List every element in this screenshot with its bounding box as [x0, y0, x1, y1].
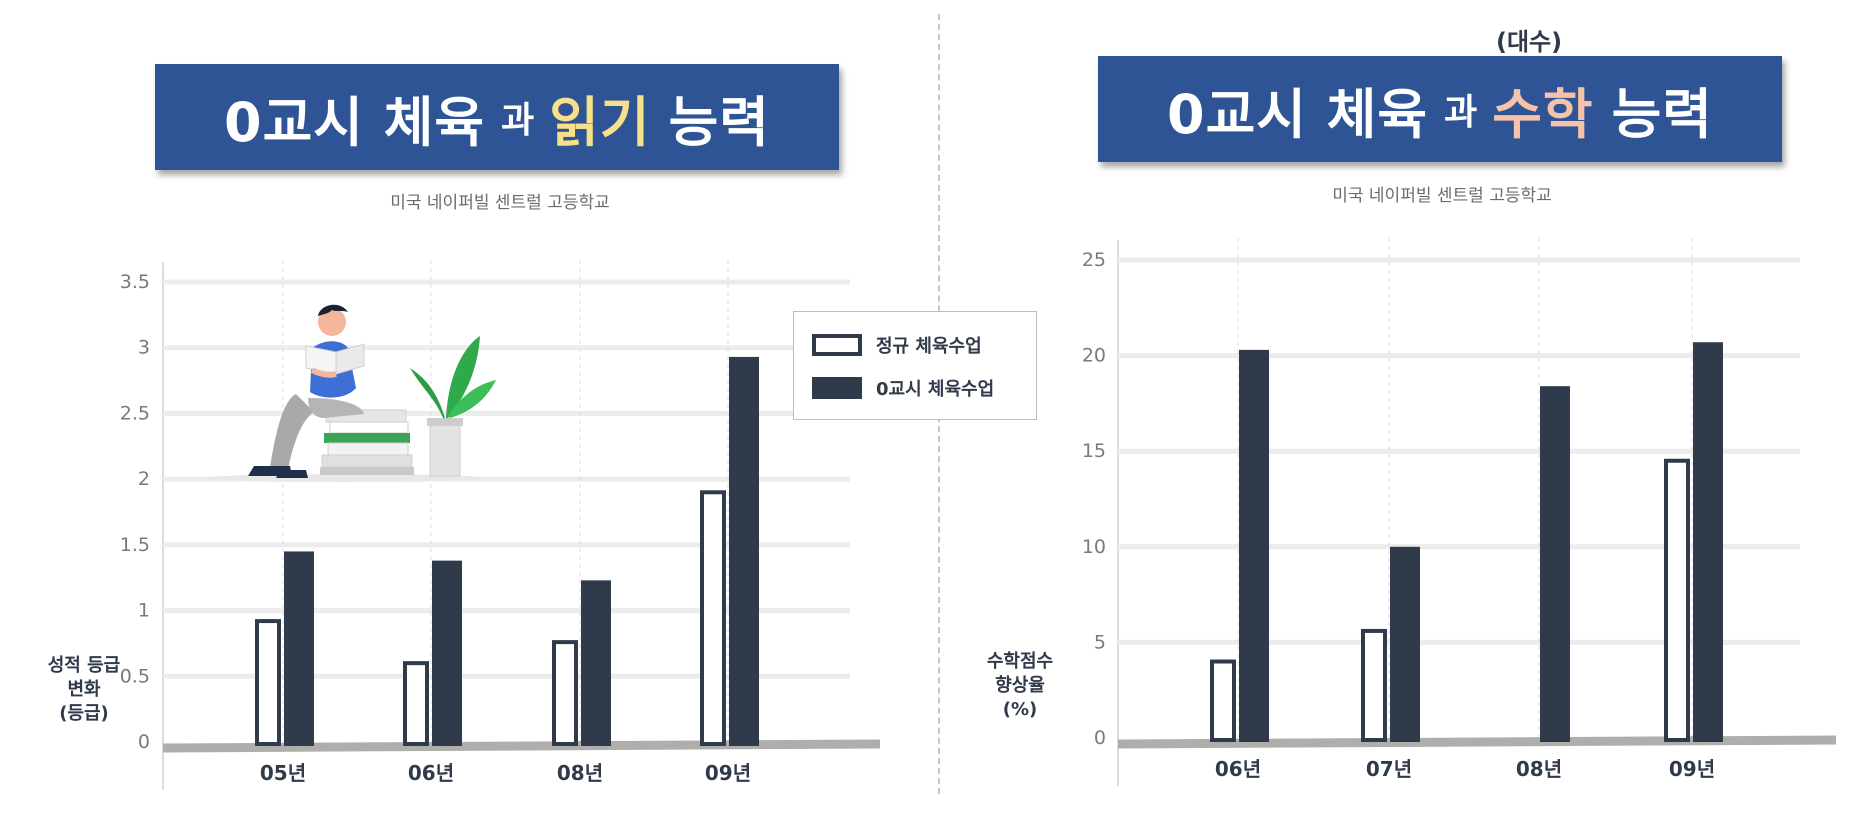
- chart0-x-tick-label: 06년: [408, 761, 454, 785]
- legend: 정규 체육수업 0교시 체육수업: [793, 311, 1037, 420]
- left-title-part1: 0교시 체육: [224, 90, 486, 154]
- left-title-small: 과: [501, 100, 536, 141]
- right-title-part1: 0교시 체육: [1167, 82, 1429, 146]
- chart1-y-tick-label: 0: [1094, 727, 1106, 749]
- chart0-y-tick-label: 2.5: [120, 402, 150, 424]
- chart1-bar-regular: [1210, 659, 1236, 743]
- left-title-banner: 0교시 체육 과 읽기 능력: [155, 64, 839, 170]
- chart0-bar-regular: [403, 661, 429, 747]
- chart0-y-tick-label: 1.5: [120, 534, 150, 556]
- plant-icon: [410, 336, 496, 477]
- legend-label-regular: 정규 체육수업: [876, 336, 982, 357]
- chart0-bar-zero: [432, 560, 462, 746]
- right-title-banner: 0교시 체육 과 수학 능력: [1098, 56, 1782, 162]
- chart0-y-tick-label: 0: [138, 731, 150, 753]
- chart1-x-tick-label: 09년: [1669, 757, 1715, 781]
- chart1-bar-regular: [1664, 458, 1690, 742]
- right-note: (대수): [1496, 28, 1563, 56]
- chart0-y-tick-label: 3.5: [120, 271, 150, 293]
- chart1-bar-zero: [1693, 342, 1723, 742]
- chart0-x-tick-label: 09년: [705, 761, 751, 785]
- chart0-bar-regular: [700, 490, 726, 746]
- chart0-bar-regular: [255, 619, 281, 746]
- chart0-x-tick-label: 05년: [260, 761, 306, 785]
- chart1-y-tick-label: 5: [1094, 631, 1106, 653]
- right-y-axis-label: 수학점수 향상율 (%): [986, 651, 1054, 720]
- left-title-part2: 능력: [668, 90, 770, 154]
- chart1-x-tick-label: 06년: [1215, 757, 1261, 781]
- chart0-bar-zero: [729, 356, 759, 746]
- chart1-bar-zero: [1390, 546, 1420, 742]
- chart1-y-tick-label: 10: [1082, 536, 1106, 558]
- chart1-x-tick-label: 08년: [1516, 757, 1562, 781]
- left-y-axis-label: 성적 등급 변화 (등급): [47, 655, 121, 724]
- book-stack-icon: [320, 409, 414, 475]
- chart0-y-tick-label: 3: [138, 337, 150, 359]
- right-subtitle: 미국 네이퍼빌 센트럴 고등학교: [1332, 186, 1552, 206]
- right-title-part2: 능력: [1611, 82, 1713, 146]
- chart0-y-tick-label: 2: [138, 468, 150, 490]
- chart1-y-tick-label: 20: [1082, 345, 1106, 367]
- right-title-highlight: 수학: [1492, 82, 1594, 146]
- chart0-bar-zero: [581, 580, 611, 746]
- legend-item-regular: 정규 체육수업: [812, 332, 982, 358]
- legend-swatch-regular: [812, 334, 862, 356]
- chart1-y-tick-label: 25: [1082, 249, 1106, 271]
- chart1-bar-zero: [1239, 349, 1269, 742]
- chart0-x-tick-label: 08년: [557, 761, 603, 785]
- legend-label-zero: 0교시 체육수업: [876, 379, 995, 400]
- left-subtitle: 미국 네이퍼빌 센트럴 고등학교: [390, 193, 610, 213]
- chart1-bar-regular: [1361, 628, 1387, 742]
- chart1-x-tick-label: 07년: [1366, 757, 1412, 781]
- chart1-bar-zero: [1540, 386, 1570, 742]
- chart0-baseline: [162, 739, 881, 753]
- legend-swatch-zero: [812, 377, 862, 399]
- legend-item-zero: 0교시 체육수업: [812, 375, 994, 401]
- chart0-bar-regular: [552, 640, 578, 746]
- chart0-y-tick-label: 0.5: [120, 665, 150, 687]
- chart0-y-tick-label: 1: [138, 600, 150, 622]
- chart1-y-tick-label: 15: [1082, 440, 1106, 462]
- left-title-highlight: 읽기: [549, 90, 651, 154]
- person-reading-icon: [206, 304, 496, 482]
- right-title-small: 과: [1444, 92, 1479, 133]
- chart0-bar-zero: [284, 551, 314, 746]
